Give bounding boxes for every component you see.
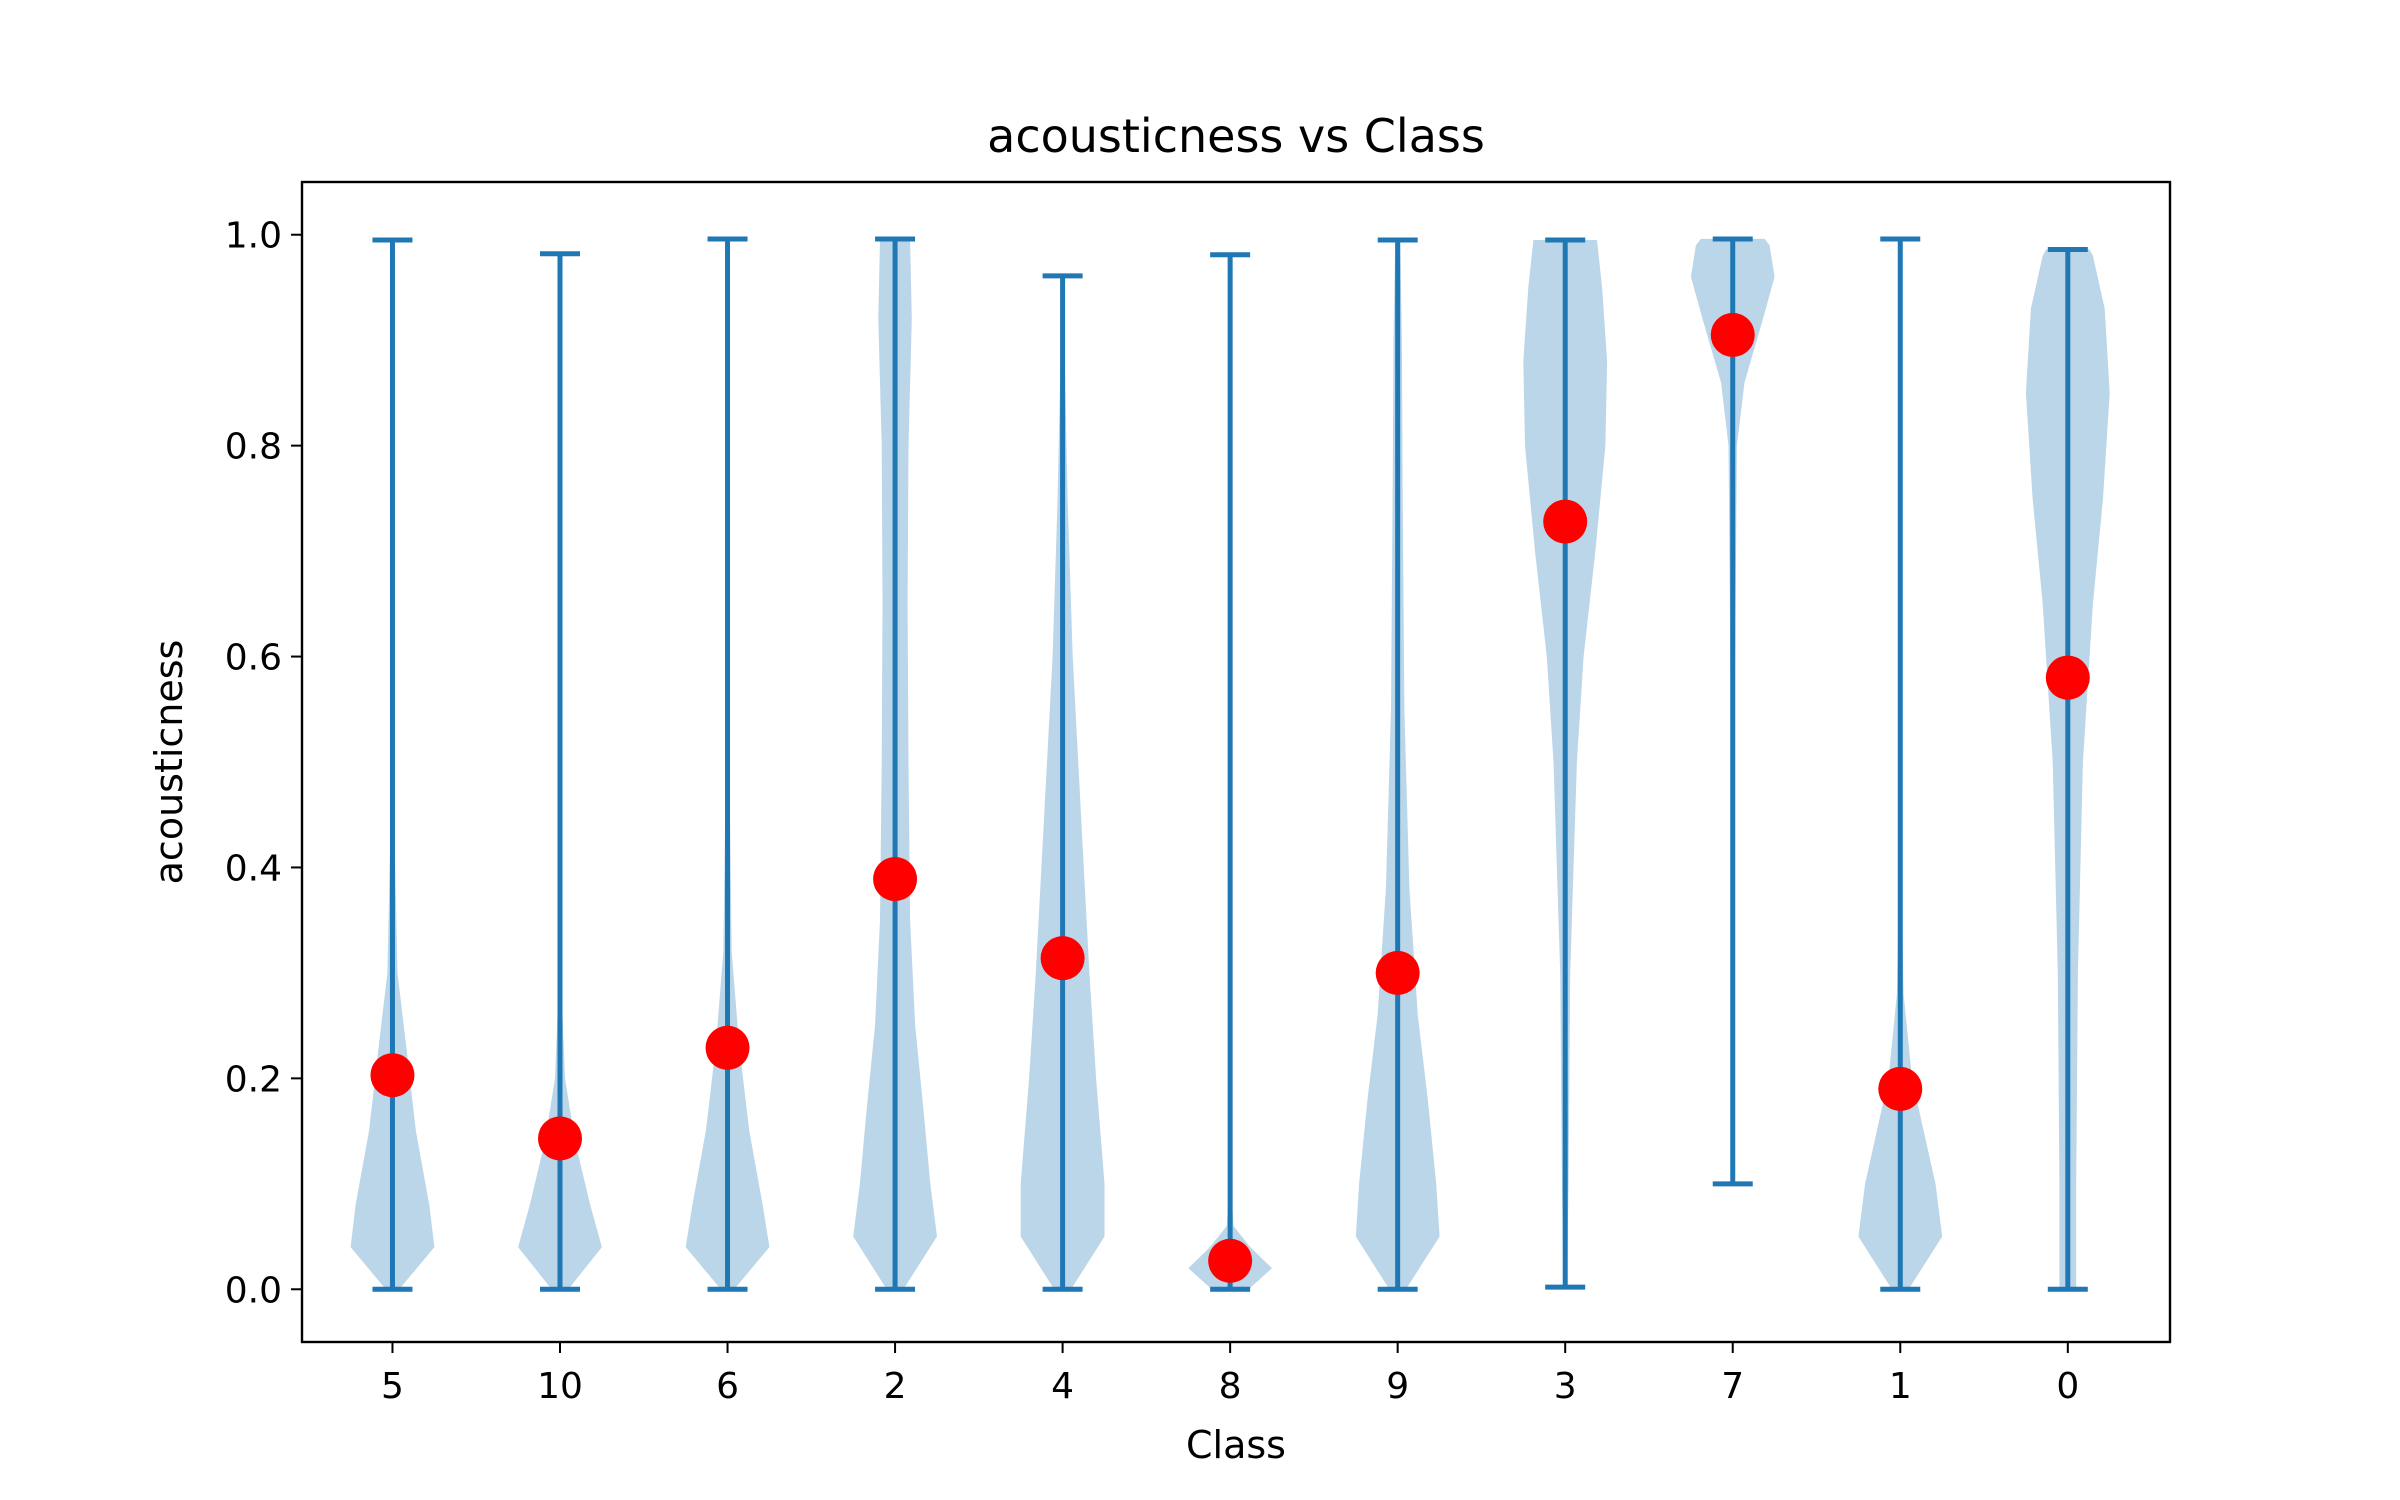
mean-point-3 [1543,499,1588,544]
mean-point-0 [2045,655,2090,700]
x-tick-label: 9 [1386,1366,1409,1407]
y-tick-label: 1.0 [225,216,282,257]
mean-point-7 [1710,312,1755,357]
mean-point-10 [538,1116,583,1161]
mean-point-2 [873,857,918,902]
mean-point-6 [705,1025,750,1070]
x-tick-label: 8 [1219,1366,1242,1407]
mean-point-4 [1040,936,1085,981]
plot-area [350,236,2110,1292]
y-tick-label: 0.2 [225,1059,282,1100]
x-tick-label: 3 [1554,1366,1577,1407]
y-tick-label: 0.4 [225,848,282,889]
x-tick-label: 2 [884,1366,907,1407]
x-axis: 5 10 6 2 4 8 9 3 7 1 0 [381,1342,2079,1407]
y-axis: 0.0 0.2 0.4 0.6 0.8 1.0 [225,216,302,1311]
axes-frame [300,180,2172,1344]
x-tick-label: 10 [537,1366,583,1407]
x-tick-label: 5 [381,1366,404,1407]
x-tick-label: 1 [1889,1366,1912,1407]
mean-point-5 [370,1053,415,1098]
y-tick-label: 0.6 [225,638,282,679]
mean-point-1 [1878,1066,1923,1111]
x-tick-label: 6 [716,1366,739,1407]
x-tick-label: 0 [2056,1366,2079,1407]
x-tick-label: 4 [1051,1366,1074,1407]
y-tick-label: 0.0 [225,1270,282,1311]
mean-point-8 [1208,1238,1253,1283]
y-tick-label: 0.8 [225,427,282,468]
chart-title: acousticness vs Class [987,109,1485,163]
x-axis-label: Class [1186,1423,1286,1467]
x-tick-label: 7 [1721,1366,1744,1407]
y-axis-label: acousticness [147,640,191,885]
mean-point-9 [1375,950,1420,995]
